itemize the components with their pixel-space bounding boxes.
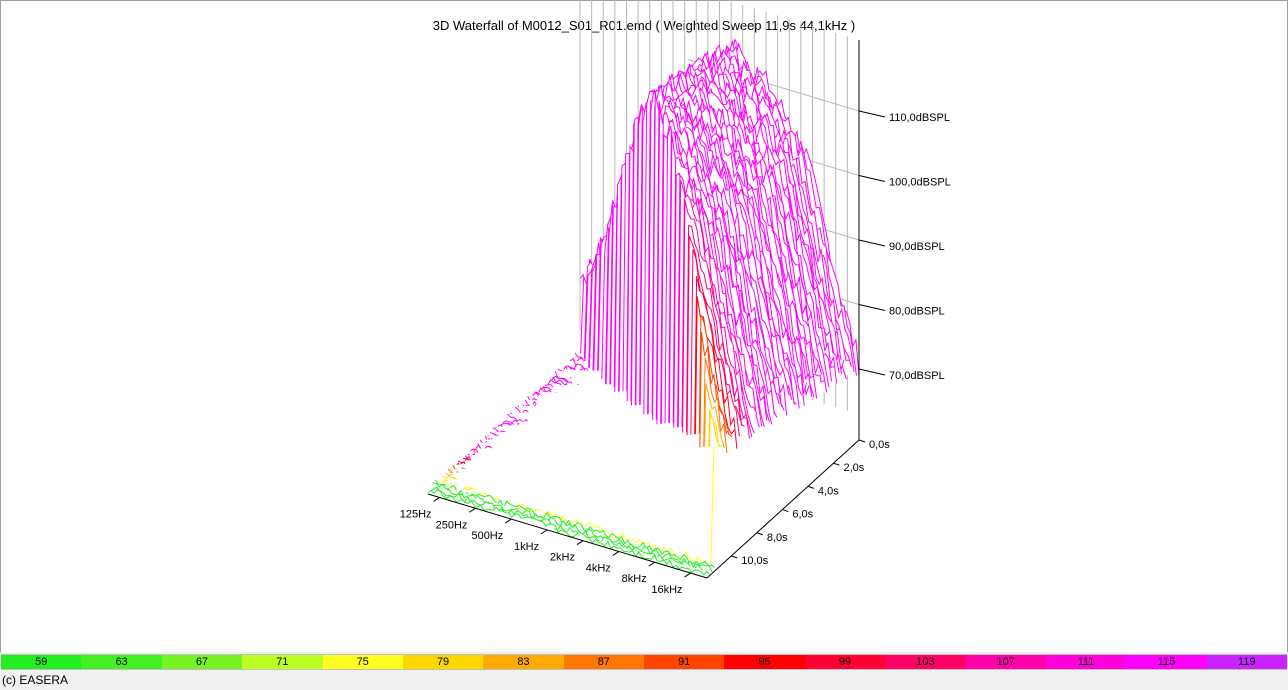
time-tick-label: 8,0s (767, 532, 788, 544)
scale-cell: 119 (1206, 655, 1287, 669)
chart-title: 3D Waterfall of M0012_S01_R01.emd ( Weig… (432, 18, 856, 33)
level-tick-label: 100,0dBSPL (889, 176, 951, 188)
scale-cell: 99 (804, 655, 886, 669)
level-tick-label: 80,0dBSPL (889, 306, 945, 318)
frequency-tick-label: 8kHz (622, 573, 647, 585)
level-tick-label: 70,0dBSPL (889, 370, 945, 382)
color-scale-bar: 59 63 67 71 75 79 83 87 91 95 99 103 107 111 115 119 (1, 654, 1287, 670)
scale-cell: 115 (1126, 655, 1207, 669)
scale-cell: 67 (161, 655, 243, 669)
scale-cell: 63 (81, 655, 162, 669)
time-tick (858, 439, 866, 443)
frequency-tick-label: 500Hz (471, 530, 503, 542)
scale-cell: 111 (1045, 655, 1127, 669)
waterfall-slice (430, 486, 710, 575)
time-tick (731, 555, 738, 559)
copyright-footer: (c) EASERA (2, 673, 69, 687)
level-tick (858, 368, 886, 376)
time-tick (782, 509, 789, 513)
frequency-tick (433, 497, 440, 502)
waterfall-slices (427, 38, 860, 576)
waterfall-slice (432, 482, 713, 573)
scale-cell: 91 (644, 655, 725, 669)
frequency-axis-line (427, 493, 708, 579)
time-tick-label: 2,0s (843, 462, 864, 474)
time-axis: 0,0s 2,0s 4,0s 6,0s 8,0s 10,0s (731, 439, 890, 567)
frequency-tick (612, 551, 620, 556)
frequency-tick-label: 250Hz (436, 519, 468, 531)
frequency-tick-label: 1kHz (514, 541, 539, 553)
frequency-tick-label: 125Hz (400, 508, 432, 520)
level-tick (858, 304, 886, 312)
level-tick-label: 110,0dBSPL (889, 112, 950, 124)
scale-cell: 87 (563, 655, 644, 669)
waterfall-slice (435, 479, 715, 568)
time-tick-label: 10,0s (741, 555, 768, 567)
level-tick (858, 174, 886, 182)
level-tick-label: 90,0dBSPL (889, 241, 945, 253)
waterfall-slice (427, 488, 708, 576)
scale-cell: 103 (885, 655, 966, 669)
scale-cell: 71 (242, 655, 323, 669)
time-tick (807, 485, 815, 489)
scale-cell: 83 (483, 655, 564, 669)
scale-cell: 59 (1, 655, 82, 669)
time-tick-label: 4,0s (818, 485, 839, 497)
time-tick-label: 0,0s (869, 439, 890, 451)
level-axis: 70,0dBSPL 80,0dBSPL 90,0dBSPL 100,0dBSPL 110… (858, 110, 951, 382)
frequency-tick-label: 16kHz (651, 584, 682, 596)
frequency-tick (469, 507, 476, 513)
time-tick (756, 532, 763, 536)
scale-cell: 75 (322, 655, 403, 669)
waterfall-slice (437, 446, 718, 567)
time-axis-line (706, 439, 860, 579)
frequency-tick (504, 518, 512, 524)
frequency-tick (576, 540, 584, 546)
frequency-tick-label: 2kHz (550, 552, 575, 564)
frequency-tick-label: 4kHz (586, 562, 611, 574)
scale-cell: 79 (402, 655, 484, 669)
frequency-tick (540, 529, 548, 535)
scale-cell: 107 (965, 655, 1046, 669)
level-tick (858, 110, 886, 118)
frequency-tick (648, 561, 655, 567)
frequency-tick (684, 572, 691, 578)
scale-cell: 95 (724, 655, 805, 669)
time-tick (833, 462, 840, 466)
time-tick-label: 6,0s (792, 509, 813, 521)
level-tick (858, 239, 886, 247)
